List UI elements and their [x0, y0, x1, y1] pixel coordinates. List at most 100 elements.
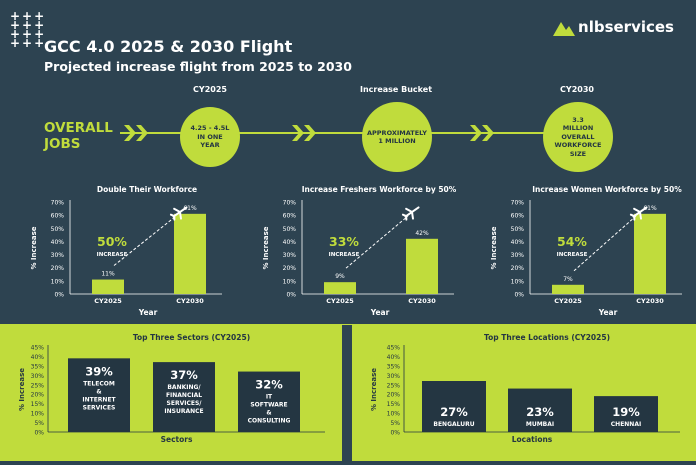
- y-tick-label: 30%: [51, 252, 65, 259]
- flow-line: [120, 132, 600, 134]
- bar-value-label: 9%: [335, 273, 345, 280]
- x-tick-label: CY2025: [326, 297, 354, 305]
- bar-value-label: 37%: [170, 368, 198, 382]
- bar-category-label: CHENNAI: [611, 421, 641, 428]
- bar-category-label: BANKING/: [167, 384, 201, 391]
- y-tick-label: 15%: [31, 401, 45, 408]
- x-tick-label: CY2030: [408, 297, 436, 305]
- bar-value-label: 11%: [101, 271, 115, 278]
- bar-category-label: &: [96, 388, 101, 395]
- y-tick-label: 70%: [51, 200, 65, 207]
- chart-title: Top Three Locations (CY2025): [484, 333, 610, 342]
- page-subtitle: Projected increase flight from 2025 to 2…: [44, 59, 352, 74]
- y-tick-label: 25%: [31, 382, 45, 389]
- x-axis-label: Sectors: [161, 435, 193, 444]
- divider: [0, 324, 696, 325]
- bar-category-label: INSURANCE: [164, 408, 203, 415]
- y-tick-label: 60%: [51, 213, 65, 220]
- increase-label: INCREASE: [97, 252, 128, 258]
- chevron-right-icon: [470, 125, 494, 141]
- y-axis-label: % Increase: [490, 226, 498, 269]
- bar-category-label: IT: [266, 394, 273, 401]
- column-header-increase-bucket: Increase Bucket: [359, 85, 433, 94]
- page-title: GCC 4.0 2025 & 2030 Flight: [44, 37, 293, 56]
- y-tick-label: 70%: [283, 200, 297, 207]
- y-tick-label: 10%: [51, 278, 65, 285]
- y-tick-label: 60%: [511, 213, 525, 220]
- mountain-logo-icon: [553, 22, 576, 36]
- y-tick-label: 5%: [390, 420, 400, 427]
- y-tick-label: 20%: [51, 265, 65, 272]
- bar: [594, 396, 658, 432]
- x-tick-label: CY2030: [636, 297, 664, 305]
- y-tick-label: 50%: [511, 226, 525, 233]
- y-tick-label: 35%: [31, 363, 45, 370]
- y-tick-label: 70%: [511, 200, 525, 207]
- bar-value-label: 39%: [85, 364, 113, 378]
- chevron-right-icon: [124, 125, 148, 141]
- bar-category-label: CONSULTING: [248, 418, 291, 425]
- bar-category-label: BENGALURU: [433, 421, 474, 428]
- y-tick-label: 30%: [283, 252, 297, 259]
- bottom-charts: Top Three Sectors (CY2025) 0% 5% 10% 15% 20% 2…: [18, 333, 680, 444]
- y-tick-label: 0%: [390, 430, 400, 437]
- y-tick-label: 10%: [387, 411, 401, 418]
- x-tick-label: CY2025: [554, 297, 582, 305]
- y-tick-label: 0%: [286, 292, 296, 299]
- bar: [634, 213, 666, 294]
- bar-value-label: 23%: [526, 405, 554, 419]
- bar-category-label: INTERNET: [82, 396, 116, 403]
- bar-value-label: 42%: [415, 230, 429, 237]
- bar-value-label: 7%: [563, 276, 573, 283]
- bar-value-label: 61%: [183, 205, 197, 212]
- circle-increase-bucket: APPROXIMATELY 1 MILLION: [362, 102, 432, 172]
- mid-charts: Double Their Workforce 0% 10% 20% 30% 40% 50% 6…: [30, 185, 682, 317]
- y-tick-label: 35%: [387, 363, 401, 370]
- y-tick-label: 0%: [54, 292, 64, 299]
- y-tick-label: 20%: [31, 392, 45, 399]
- increase-value: 50%: [97, 234, 127, 249]
- y-tick-label: 15%: [387, 401, 401, 408]
- y-tick-label: 0%: [34, 430, 44, 437]
- y-tick-label: 40%: [511, 239, 525, 246]
- y-axis-label: % Increase: [370, 368, 378, 411]
- x-axis-label: Year: [370, 308, 390, 317]
- y-tick-label: 50%: [283, 226, 297, 233]
- y-tick-label: 60%: [283, 213, 297, 220]
- bar: [174, 213, 206, 294]
- y-tick-label: 25%: [387, 382, 401, 389]
- trend-arrow: [345, 215, 409, 269]
- chart-1: Increase Freshers Workforce by 50% 0% 10% 2…: [262, 185, 457, 317]
- y-tick-label: 10%: [511, 278, 525, 285]
- y-tick-label: 20%: [283, 265, 297, 272]
- chart-title: Top Three Sectors (CY2025): [133, 333, 250, 342]
- bar: [68, 358, 130, 432]
- bar: [552, 284, 584, 294]
- airplane-icon: [401, 206, 420, 221]
- y-tick-label: 0%: [514, 292, 524, 299]
- x-axis-label: Locations: [512, 435, 553, 444]
- y-tick-label: 45%: [387, 345, 401, 352]
- bar: [324, 282, 356, 294]
- bar-category-label: &: [266, 410, 271, 417]
- y-tick-label: 50%: [51, 226, 65, 233]
- bar: [153, 362, 215, 432]
- y-tick-label: 40%: [51, 239, 65, 246]
- y-tick-label: 20%: [387, 392, 401, 399]
- trend-arrow: [573, 215, 637, 272]
- overall-jobs-label: OVERALL JOBS: [44, 120, 113, 152]
- y-axis-label: % Increase: [18, 368, 26, 411]
- increase-label: INCREASE: [329, 252, 360, 258]
- logo: nlbservices: [553, 18, 674, 36]
- y-tick-label: 40%: [31, 354, 45, 361]
- chart-title: Double Their Workforce: [97, 185, 197, 194]
- chart-2: Increase Women Workforce by 50% 0% 10% 20% 3…: [490, 185, 682, 317]
- chart-0: Double Their Workforce 0% 10% 20% 30% 40% 50% 6…: [30, 185, 222, 317]
- y-axis-label: % Increase: [262, 226, 270, 269]
- y-tick-label: 10%: [31, 411, 45, 418]
- y-tick-label: 30%: [387, 373, 401, 380]
- column-header-cy2025: CY2025: [193, 85, 227, 94]
- y-tick-label: 30%: [31, 373, 45, 380]
- x-axis-label: Year: [138, 308, 158, 317]
- chevron-right-icon: [292, 125, 316, 141]
